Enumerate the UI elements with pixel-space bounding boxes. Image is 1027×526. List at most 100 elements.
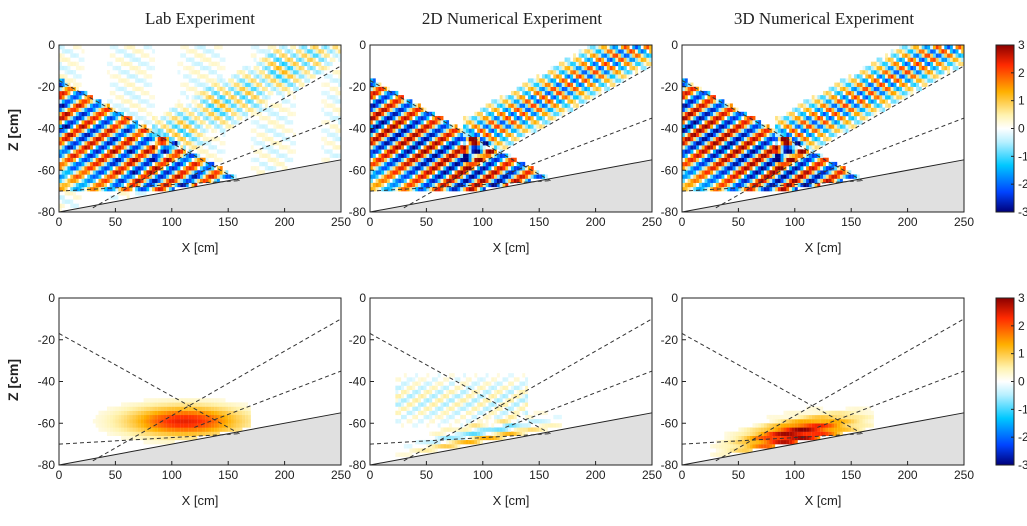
field-1 [370, 45, 652, 212]
colorbar-label-1-2: 2 [1018, 66, 1025, 80]
xtick-label-0-50: 50 [109, 215, 123, 229]
xtick-label-4-150: 150 [529, 468, 549, 482]
x-axis-label-1: X [cm] [493, 240, 530, 255]
colorbar-label-1--1: -1 [1018, 149, 1027, 163]
ytick-label-2--60: -60 [661, 163, 679, 177]
xtick-label-4-100: 100 [473, 468, 493, 482]
colorbar-label-2--2: -2 [1018, 430, 1027, 444]
field-2 [682, 45, 964, 212]
panel-r1-0: 0 50 100 150 200 250 0 -20 -40 -60 -80 X [cm] [38, 38, 352, 255]
colorbar-label-2--1: -1 [1018, 402, 1027, 416]
ytick-label-1--80: -80 [349, 205, 367, 219]
z-axis-label-top: Z [cm] [5, 109, 21, 151]
ytick-label-5--20: -20 [661, 333, 679, 347]
ytick-label-1--40: -40 [349, 122, 367, 136]
xtick-label-5-200: 200 [898, 468, 918, 482]
ytick-label-1--20: -20 [349, 80, 367, 94]
colorbar-label-2-3: 3 [1018, 291, 1025, 305]
colorbar-label-1--3: -3 [1018, 205, 1027, 219]
xtick-label-0-0: 0 [56, 215, 63, 229]
ray-line-3-1 [59, 433, 240, 445]
slope-line-4 [369, 412, 653, 466]
ray-line-5-3 [817, 370, 964, 428]
ray-line-1-1 [370, 180, 551, 192]
ytick-label-5-0: 0 [671, 291, 678, 305]
ray-line-0-1 [59, 180, 240, 192]
ytick-label-4-0: 0 [359, 291, 366, 305]
ytick-label-0--20: -20 [38, 80, 56, 94]
slope-line-5 [681, 412, 965, 466]
xtick-label-1-0: 0 [367, 215, 374, 229]
colorbar-label-2-0: 0 [1018, 375, 1025, 389]
panel-r2-1: 0 50 100 150 200 250 0 -20 -40 -60 -80 X [cm] [349, 291, 663, 508]
x-axis-label-0: X [cm] [182, 240, 219, 255]
field-5 [682, 298, 964, 465]
ytick-label-3--80: -80 [38, 458, 56, 472]
z-axis-label-bottom: Z [cm] [5, 359, 21, 401]
slope-line-1 [369, 159, 653, 213]
field-0 [59, 45, 341, 212]
column-title-lab: Lab Experiment [145, 9, 255, 28]
xtick-label-3-50: 50 [109, 468, 123, 482]
ytick-label-2--20: -20 [661, 80, 679, 94]
ytick-label-1--60: -60 [349, 163, 367, 177]
ray-line-3-3 [194, 370, 341, 428]
xtick-label-2-200: 200 [898, 215, 918, 229]
ray-line-5-2 [715, 318, 964, 462]
ytick-label-0--80: -80 [38, 205, 56, 219]
colorbar-label-2-1: 1 [1018, 347, 1025, 361]
xtick-label-3-100: 100 [162, 468, 182, 482]
xtick-label-0-100: 100 [162, 215, 182, 229]
column-title-2d: 2D Numerical Experiment [422, 9, 603, 28]
xtick-label-0-250: 250 [331, 215, 351, 229]
xtick-label-1-250: 250 [642, 215, 662, 229]
xtick-label-1-150: 150 [529, 215, 549, 229]
xtick-label-4-250: 250 [642, 468, 662, 482]
x-axis-label-2: X [cm] [805, 240, 842, 255]
ray-line-4-1 [370, 433, 551, 445]
ytick-label-4--80: -80 [349, 458, 367, 472]
panel-r2-0: 0 50 100 150 200 250 0 -20 -40 -60 -80 X [cm] [38, 291, 352, 508]
x-axis-label-4: X [cm] [493, 493, 530, 508]
ray-line-0-2 [92, 65, 341, 209]
ytick-label-0-0: 0 [48, 38, 55, 52]
ytick-label-4--60: -60 [349, 416, 367, 430]
slope-line-0 [58, 159, 342, 213]
xtick-label-2-250: 250 [954, 215, 974, 229]
ray-line-2-3 [817, 117, 964, 175]
ray-line-0-3 [194, 117, 341, 175]
xtick-label-0-150: 150 [218, 215, 238, 229]
xtick-label-2-100: 100 [785, 215, 805, 229]
ytick-label-1-0: 0 [359, 38, 366, 52]
ray-line-1-3 [505, 117, 652, 175]
ray-line-5-1 [682, 433, 863, 445]
colorbar-label-2--3: -3 [1018, 458, 1027, 472]
xtick-label-3-250: 250 [331, 468, 351, 482]
ytick-label-0--40: -40 [38, 122, 56, 136]
ytick-label-5--60: -60 [661, 416, 679, 430]
ytick-label-3-0: 0 [48, 291, 55, 305]
x-axis-label-5: X [cm] [805, 493, 842, 508]
xtick-label-5-250: 250 [954, 468, 974, 482]
ray-line-4-2 [403, 318, 652, 462]
ytick-label-4--40: -40 [349, 375, 367, 389]
colorbar-1: 3 2 1 0 -1 -2 -3 [995, 38, 1027, 219]
xtick-label-2-0: 0 [679, 215, 686, 229]
xtick-label-1-200: 200 [586, 215, 606, 229]
panel-r1-2: 0 50 100 150 200 250 0 -20 -40 -60 -80 X [cm] [661, 38, 975, 255]
ray-line-4-3 [505, 370, 652, 428]
colorbar-label-1-3: 3 [1018, 38, 1025, 52]
ytick-label-2--80: -80 [661, 205, 679, 219]
panel-r1-1: 0 50 100 150 200 250 0 -20 -40 -60 -80 X [cm] [349, 38, 663, 255]
xtick-label-2-150: 150 [841, 215, 861, 229]
ytick-label-3--60: -60 [38, 416, 56, 430]
xtick-label-1-100: 100 [473, 215, 493, 229]
ytick-label-2-0: 0 [671, 38, 678, 52]
ytick-label-0--60: -60 [38, 163, 56, 177]
colorbar-label-2-2: 2 [1018, 319, 1025, 333]
panel-r2-2: 0 50 100 150 200 250 0 -20 -40 -60 -80 X [cm] [661, 291, 975, 508]
ray-line-2-1 [682, 180, 863, 192]
ytick-label-5--40: -40 [661, 375, 679, 389]
xtick-label-3-200: 200 [275, 468, 295, 482]
